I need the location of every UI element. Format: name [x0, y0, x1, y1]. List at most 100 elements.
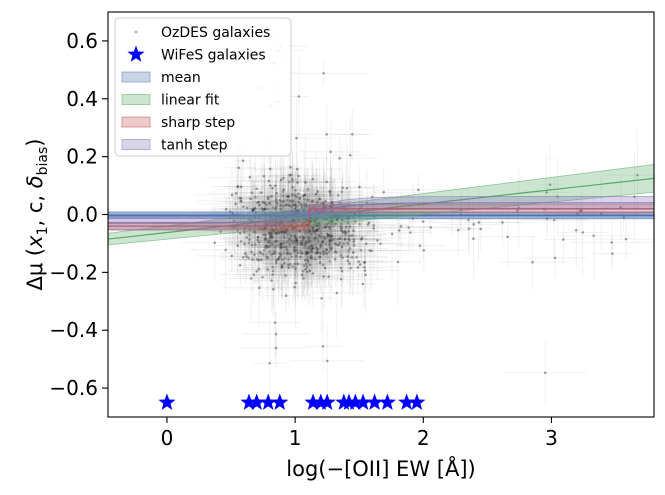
ozdes-point [263, 209, 320, 272]
ozdes-point [297, 194, 333, 286]
ozdes-dot [421, 220, 425, 223]
ozdes-dot [326, 233, 330, 237]
ozdes-point [286, 240, 328, 265]
ozdes-dot [516, 209, 519, 212]
ozdes-dot [304, 241, 308, 245]
ozdes-dot [348, 262, 351, 265]
ozdes-point [570, 220, 653, 265]
ozdes-point [264, 161, 331, 204]
ozdes-point [257, 231, 327, 250]
ozdes-dot [282, 230, 286, 234]
ozdes-dot [299, 249, 302, 253]
ozdes-point [556, 194, 607, 226]
ozdes-point [220, 249, 298, 327]
ozdes-dot [344, 230, 347, 233]
ozdes-point [270, 163, 321, 217]
ozdes-point [308, 220, 351, 303]
ozdes-dot [264, 237, 268, 241]
ozdes-point [255, 226, 338, 255]
ozdes-dot [348, 238, 351, 242]
ozdes-dot [301, 208, 304, 212]
ozdes-dot [308, 239, 312, 243]
ozdes-dot [278, 252, 282, 255]
ozdes-dot [270, 231, 274, 235]
ozdes-dot [323, 235, 326, 239]
ozdes-dot [276, 201, 279, 205]
ozdes-dot [333, 237, 336, 241]
ozdes-dot [323, 237, 327, 240]
ozdes-dot [350, 234, 354, 237]
ozdes-dot [327, 275, 331, 278]
ozdes-point [281, 171, 370, 232]
ozdes-point [253, 248, 290, 313]
ozdes-dot [263, 245, 267, 249]
ozdes-dot [361, 282, 365, 286]
ozdes-dot [409, 231, 412, 234]
ozdes-dot [302, 223, 305, 226]
ozdes-dot [311, 177, 315, 181]
ozdes-point [256, 194, 318, 272]
ozdes-point [239, 231, 298, 263]
ozdes-dot [272, 206, 275, 210]
ozdes-dot [314, 246, 318, 249]
ozdes-dot [315, 251, 318, 255]
ozdes-dot [276, 257, 280, 261]
ozdes-dot [359, 238, 363, 241]
ozdes-point [299, 217, 359, 287]
ozdes-point [243, 187, 301, 279]
ozdes-dot [285, 199, 289, 202]
ozdes-dot [293, 236, 297, 240]
ozdes-dot [317, 227, 321, 230]
ozdes-point [221, 150, 254, 223]
ozdes-dot [267, 241, 270, 244]
ozdes-dot [269, 184, 272, 187]
ozdes-dot [236, 185, 239, 188]
ozdes-dot [330, 239, 333, 242]
ozdes-dot [280, 230, 284, 234]
ozdes-dot [267, 231, 271, 235]
ozdes-dot [290, 239, 294, 243]
ozdes-point [219, 243, 295, 276]
ozdes-dot [271, 273, 275, 276]
ozdes-dot [343, 230, 347, 233]
ozdes-dot [472, 223, 475, 226]
ozdes-point [247, 203, 311, 243]
ozdes-dot [321, 344, 325, 348]
ozdes-point [239, 221, 304, 245]
ozdes-dot [305, 251, 309, 255]
ozdes-point [331, 239, 366, 262]
ozdes-point [243, 234, 260, 270]
ozdes-point [298, 214, 366, 259]
ozdes-point [330, 248, 400, 294]
ozdes-dot [250, 218, 253, 222]
ozdes-dot [301, 195, 305, 198]
ozdes-dot [309, 254, 313, 258]
ozdes-point [376, 191, 408, 277]
ozdes-dot [359, 249, 363, 252]
ozdes-point [374, 218, 422, 306]
ozdes-point [273, 214, 302, 292]
ozdes-dot [348, 153, 352, 157]
ozdes-point [270, 225, 294, 306]
ozdes-dot [302, 264, 306, 267]
ozdes-dot [328, 234, 332, 237]
ozdes-point [389, 217, 473, 238]
ozdes-point [268, 232, 292, 275]
ozdes-point [257, 172, 297, 214]
ozdes-dot [273, 246, 277, 249]
ozdes-point [276, 237, 315, 329]
ozdes-dot [252, 207, 256, 210]
ozdes-dot [345, 186, 349, 190]
ozdes-point [294, 184, 332, 271]
ozdes-point [304, 320, 342, 372]
ozdes-dot [264, 236, 267, 240]
ozdes-dot [310, 240, 313, 244]
ozdes-dot [293, 203, 297, 207]
ozdes-point [250, 235, 313, 255]
ozdes-dot [275, 191, 278, 195]
ozdes-point [253, 200, 290, 264]
ozdes-point [330, 182, 353, 266]
ozdes-point [291, 223, 355, 307]
ozdes-dot [358, 185, 361, 189]
ozdes-point [280, 164, 346, 195]
